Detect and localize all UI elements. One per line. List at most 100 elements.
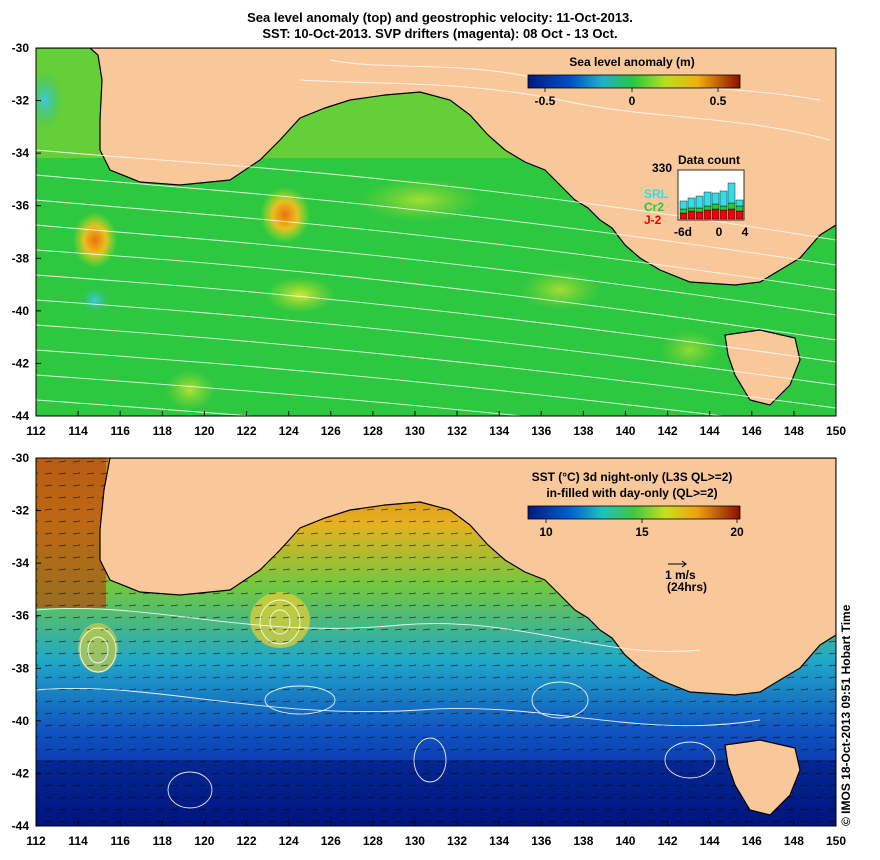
y-tick-label: -32 [12,504,30,518]
y-tick-label: -44 [12,819,30,833]
x-tick-label: 144 [700,834,720,848]
x-tick-label: 148 [784,424,804,438]
x-tick-label: 114 [68,424,88,438]
y-tick-label: -30 [12,451,30,465]
sla-map-frame [35,47,837,417]
x-tick-label: 118 [153,424,173,438]
x-tick-label: 130 [405,424,425,438]
y-tick-label: -36 [12,199,30,213]
data-count-bar [679,200,688,210]
sst-x-axis: 112 114 116 118 120 122 124 126 128 130 132 134 136 1… [26,821,846,848]
data-count-bar [735,205,744,212]
data-count-bar [687,210,696,220]
x-tick-label: 112 [26,834,46,848]
x-tick-label: 124 [279,834,299,848]
x-tick-label: 144 [700,424,720,438]
sst-map-frame [35,457,837,827]
data-count-bar [711,203,720,210]
y-tick-label: -38 [12,251,30,265]
sst-colorbar-title-2: in-filled with day-only (QL>=2) [546,486,717,500]
sst-colorbar-label-mid: 15 [635,525,649,539]
sla-map [36,48,836,416]
x-tick-label: 146 [742,834,762,848]
sla-colorbar-label-min: -0.5 [535,94,556,108]
data-count-x-label-zero: 0 [716,225,723,239]
sst-colorbar-label-min: 10 [539,525,553,539]
data-count-bar [735,210,744,220]
x-tick-label: 142 [658,424,678,438]
x-tick-label: 128 [363,834,383,848]
x-tick-label: 130 [405,834,425,848]
x-tick-label: 118 [153,834,173,848]
sla-colorbar-title: Sea level anomaly (m) [569,55,694,69]
y-tick-label: -38 [12,661,30,675]
x-tick-label: 136 [531,834,551,848]
x-tick-label: 116 [111,834,131,848]
y-tick-label: -32 [12,94,30,108]
sla-land [36,48,836,286]
sla-colorbar [527,74,741,89]
x-tick-label: 148 [784,834,804,848]
y-tick-label: -34 [12,146,30,160]
y-tick-label: -36 [12,609,30,623]
x-tick-label: 120 [194,424,214,438]
data-count-bar [687,207,696,212]
x-tick-label: 122 [237,424,257,438]
data-count-bar [687,197,696,209]
x-tick-label: 126 [321,834,341,848]
sst-y-axis: -30 -32 -34 -36 -38 -40 -42 -44 [12,451,41,833]
sla-y-axis: -30 -32 -34 -36 -38 -40 -42 -44 [12,41,41,423]
data-count-bar [719,205,728,211]
data-count-bar [719,209,728,220]
data-count-bar [711,208,720,220]
y-tick-label: -42 [12,766,30,780]
data-count-bar [703,205,712,211]
title-line-1: Sea level anomaly (top) and geostrophic … [247,10,633,25]
credit-text: © IMOS 18-Oct-2013 09:51 Hobart Time [839,604,853,826]
sst-tasmania [724,739,801,816]
y-tick-label: -34 [12,556,30,570]
x-tick-label: 138 [573,424,593,438]
y-tick-label: -44 [12,409,30,423]
y-tick-label: -42 [12,356,30,370]
x-tick-label: 140 [615,834,635,848]
x-tick-label: 132 [447,834,467,848]
sla-colorbar-ticks [544,88,719,92]
data-count-bar [719,190,728,207]
velocity-scale-arrow [668,560,687,568]
y-tick-label: -40 [12,714,30,728]
velocity-scale-sublabel: (24hrs) [667,580,707,594]
data-count-bar [735,199,744,207]
legend-j2: J-2 [644,213,662,227]
x-tick-label: 142 [658,834,678,848]
x-tick-label: 122 [237,834,257,848]
data-count-ymax: 330 [652,161,672,175]
sst-colorbar-title-1: SST (°C) 3d night-only (L3S QL>=2) [532,470,733,484]
data-count-title: Data count [678,153,740,167]
x-tick-label: 132 [447,424,467,438]
x-tick-label: 124 [279,424,299,438]
x-tick-label: 112 [26,424,46,438]
data-count-bar [679,208,688,214]
x-tick-label: 146 [742,424,762,438]
data-count-bar [727,182,736,204]
sst-colorbar-label-max: 20 [730,525,744,539]
sla-colorbar-label-max: 0.5 [710,94,727,108]
title-line-2: SST: 10-Oct-2013. SVP drifters (magenta)… [262,26,618,41]
data-count-bar [703,191,712,207]
x-tick-label: 128 [363,424,383,438]
x-tick-label: 150 [826,424,846,438]
sst-colorbar-ticks [545,519,738,523]
sst-sla-contours [36,599,761,809]
velocity-scale-label: 1 m/s [665,568,696,582]
data-count-x-label-start: -6d [674,225,692,239]
data-count-bar [695,207,704,213]
x-tick-label: 120 [194,834,214,848]
x-tick-label: 138 [573,834,593,848]
data-count-bar [711,192,720,205]
legend-cr2: Cr2 [644,200,664,214]
x-tick-label: 126 [321,424,341,438]
x-tick-label: 140 [615,424,635,438]
legend-srl: SRL [644,187,668,201]
